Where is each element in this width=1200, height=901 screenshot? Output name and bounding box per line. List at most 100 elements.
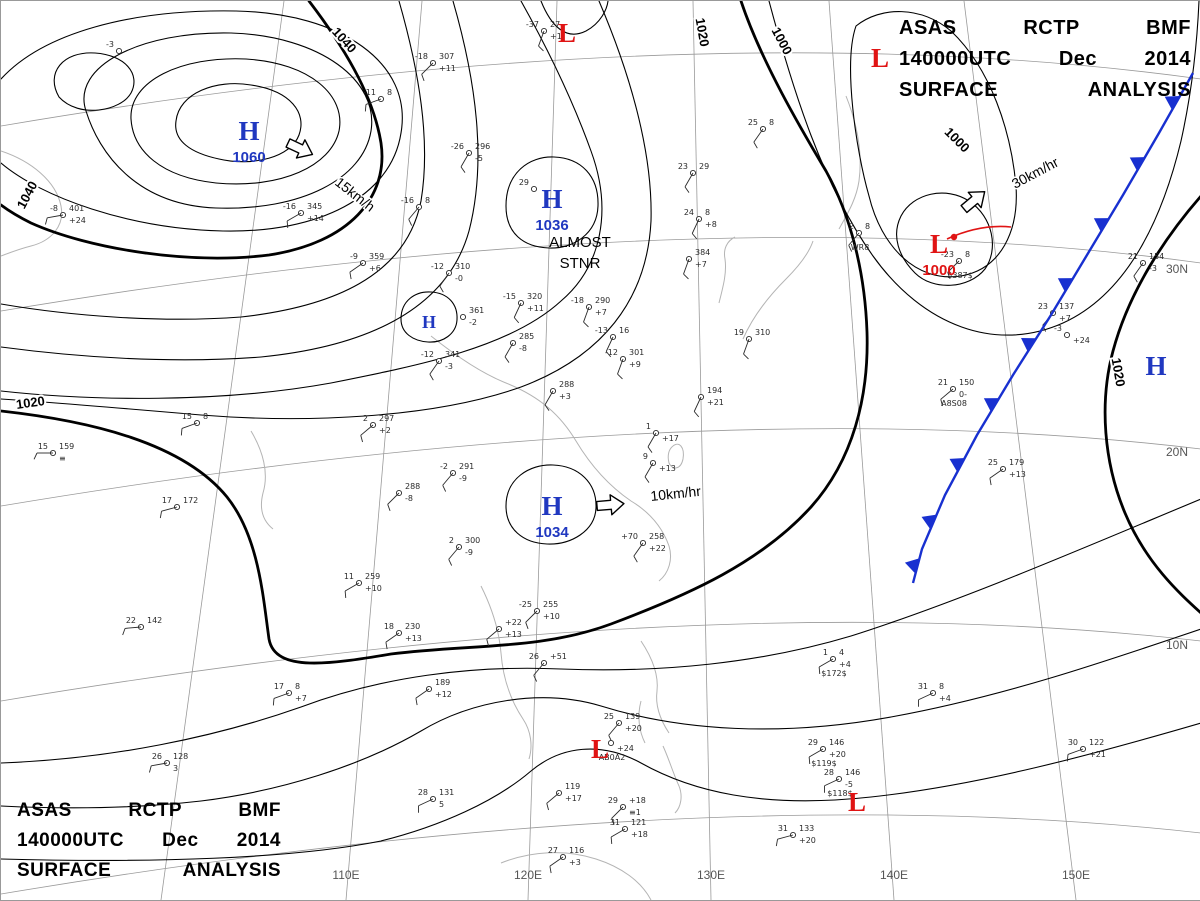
wind-barb-feather bbox=[385, 642, 388, 650]
station-value: 137 bbox=[1059, 302, 1074, 311]
station-value: -8 bbox=[50, 204, 58, 213]
station-value: 384 bbox=[695, 248, 710, 257]
coastline bbox=[480, 585, 532, 760]
station-value: 2 bbox=[449, 536, 454, 545]
station-plot: 2 297 +2 bbox=[360, 414, 394, 443]
coastline bbox=[500, 852, 652, 900]
isobar bbox=[175, 83, 302, 163]
station-value: +24 bbox=[1073, 336, 1090, 345]
station-value: $119$ bbox=[811, 759, 836, 768]
station-value: 8 bbox=[203, 412, 208, 421]
isobar bbox=[1103, 195, 1200, 614]
isobar bbox=[1, 1, 652, 420]
wind-barb-feather bbox=[460, 166, 466, 173]
station-value: -2 bbox=[469, 318, 477, 327]
station-value: 8 bbox=[769, 118, 774, 127]
station-value: 31 bbox=[918, 682, 928, 691]
station-value: -16 bbox=[401, 196, 414, 205]
title-line-3: SURFACE ANALYSIS bbox=[17, 860, 281, 881]
pressure-letter: L bbox=[558, 18, 576, 48]
low-symbol: L bbox=[591, 734, 609, 764]
wind-barb-feather bbox=[442, 485, 447, 492]
station-plot: -12 310 -0 bbox=[431, 262, 470, 293]
station-value: 154 bbox=[1149, 252, 1164, 261]
isobar-label: 1020 bbox=[693, 17, 713, 48]
wind-barb bbox=[684, 172, 694, 188]
graticule-labels: 30N 20N 10N 110E 120E 130E 140E 150E bbox=[332, 262, 1188, 882]
latitude-line bbox=[1, 237, 1200, 312]
station-value: -9 bbox=[459, 474, 467, 483]
station-value: 142 bbox=[147, 616, 162, 625]
title-line-3: SURFACE ANALYSIS bbox=[899, 79, 1191, 101]
station-value: 27 bbox=[548, 846, 558, 855]
high-symbol: H bbox=[1145, 351, 1166, 381]
station-value: 1 bbox=[823, 648, 828, 657]
station-value: +17 bbox=[565, 794, 582, 803]
movement-arrow: 30km/hr bbox=[960, 152, 1063, 214]
station-plot: -37 27 +1 bbox=[526, 20, 562, 52]
station-value: +11 bbox=[527, 304, 544, 313]
station-plot: 119+17 bbox=[546, 782, 582, 811]
wind-barb bbox=[273, 692, 290, 699]
station-value: +22 bbox=[505, 618, 522, 627]
pressure-letter: H bbox=[1145, 351, 1166, 381]
station-value: 179 bbox=[1009, 458, 1024, 467]
station-value: -16 bbox=[283, 202, 296, 211]
station-value: -2 bbox=[440, 462, 448, 471]
station-value: 359 bbox=[369, 252, 384, 261]
station-value: -5 bbox=[845, 780, 853, 789]
wind-barb bbox=[525, 610, 538, 623]
station-plot: 26 128 3 bbox=[148, 752, 188, 773]
station-value: 26 bbox=[152, 752, 162, 761]
wind-barb bbox=[647, 432, 657, 448]
wind-barb-feather bbox=[549, 866, 552, 874]
station-value: +70 bbox=[621, 532, 638, 541]
station-plot: 22 142 bbox=[122, 616, 162, 636]
station-value: 19 bbox=[734, 328, 744, 337]
station-plot: -11 8 bbox=[363, 88, 392, 112]
wind-barb-feather bbox=[753, 141, 758, 149]
wind-barb-feather bbox=[286, 220, 289, 229]
station-value: 255 bbox=[543, 600, 558, 609]
station-plot: 285-8 bbox=[504, 332, 534, 363]
station-value: 121 bbox=[631, 818, 646, 827]
pressure-letter: H bbox=[422, 312, 436, 332]
coastline bbox=[742, 240, 814, 340]
station-value: +4 bbox=[839, 660, 851, 669]
station-value: -8 bbox=[519, 344, 527, 353]
station-value: 18 bbox=[384, 622, 394, 631]
station-plot: -9 359 +6 bbox=[349, 252, 384, 280]
longitude-line bbox=[345, 1, 423, 900]
wind-barb bbox=[633, 542, 644, 557]
station-value: +21 bbox=[1089, 750, 1106, 759]
station-value: 401 bbox=[69, 204, 84, 213]
wind-barb-feather bbox=[344, 590, 347, 599]
station-value: 15 bbox=[182, 412, 192, 421]
wind-barb-feather bbox=[349, 272, 352, 280]
station-plot: 1 4 +4$172$ bbox=[818, 648, 851, 678]
station-plot: 28 131 5 bbox=[418, 788, 454, 813]
wind-barb-feather bbox=[538, 45, 544, 52]
wind-barb-feather bbox=[644, 476, 650, 483]
station-plot: 2 300 -9 bbox=[448, 536, 480, 566]
station-value: 230 bbox=[405, 622, 420, 631]
station-plot: 31 121 +18 bbox=[610, 818, 648, 845]
station-value: 300 bbox=[465, 536, 480, 545]
wind-barb-feather bbox=[546, 803, 549, 811]
station-value: +9 bbox=[629, 360, 641, 369]
station-value: 2 bbox=[363, 414, 368, 423]
station-plot: 25 139 +20 bbox=[604, 712, 642, 742]
station-plot: 29 bbox=[519, 178, 538, 193]
station-value: 30 bbox=[1068, 738, 1078, 747]
station-value: 8 bbox=[295, 682, 300, 691]
station-value: -3 bbox=[1054, 324, 1062, 333]
grid-label: 120E bbox=[514, 868, 542, 882]
wind-barb bbox=[349, 262, 364, 273]
station-value: 159 bbox=[59, 442, 74, 451]
station-value: 290 bbox=[595, 296, 610, 305]
cold-front-triangle bbox=[904, 558, 920, 574]
station-value: +21 bbox=[707, 398, 724, 407]
station-value: +20 bbox=[799, 836, 816, 845]
station-value: +20 bbox=[829, 750, 846, 759]
